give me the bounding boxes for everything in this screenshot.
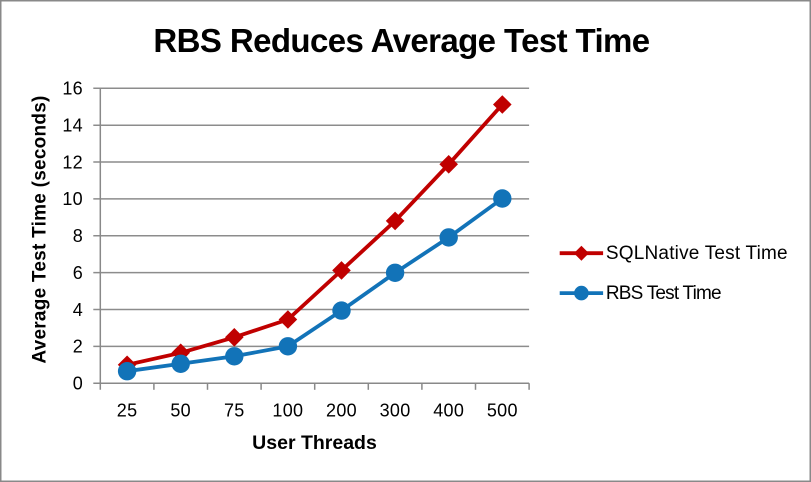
svg-text:Average Test Time (seconds): Average Test Time (seconds) xyxy=(30,95,51,363)
svg-text:12: 12 xyxy=(62,152,83,172)
svg-text:50: 50 xyxy=(170,401,191,421)
svg-text:RBS Test Time: RBS Test Time xyxy=(606,283,721,304)
svg-text:2: 2 xyxy=(73,337,83,357)
svg-text:200: 200 xyxy=(326,401,357,421)
svg-text:500: 500 xyxy=(487,401,518,421)
svg-text:4: 4 xyxy=(73,300,83,320)
svg-text:10: 10 xyxy=(62,189,83,209)
svg-text:6: 6 xyxy=(73,263,83,283)
svg-text:100: 100 xyxy=(272,401,303,421)
svg-text:400: 400 xyxy=(433,401,464,421)
svg-text:16: 16 xyxy=(62,79,83,99)
svg-text:SQLNative Test Time: SQLNative Test Time xyxy=(606,243,788,264)
svg-text:75: 75 xyxy=(224,401,245,421)
svg-text:0: 0 xyxy=(73,374,83,394)
svg-text:14: 14 xyxy=(62,116,83,136)
svg-text:300: 300 xyxy=(380,401,411,421)
svg-text:RBS Reduces Average Test Time: RBS Reduces Average Test Time xyxy=(153,22,649,59)
svg-text:User Threads: User Threads xyxy=(252,432,377,454)
svg-text:8: 8 xyxy=(73,226,83,246)
svg-text:25: 25 xyxy=(117,401,138,421)
